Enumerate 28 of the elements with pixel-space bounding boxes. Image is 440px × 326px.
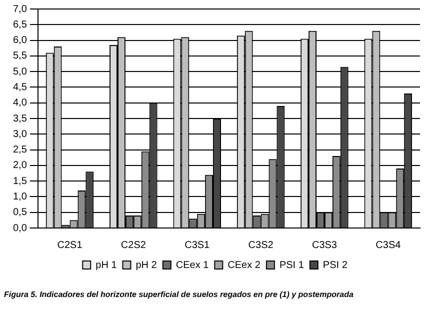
y-tick-label: 0,0 bbox=[12, 222, 28, 234]
y-tick-label: 5,0 bbox=[12, 66, 28, 78]
legend-label: PSI 2 bbox=[322, 260, 348, 271]
y-tick-label: 3,0 bbox=[12, 128, 28, 140]
y-tick-label: 0,5 bbox=[12, 207, 28, 218]
x-tick-label: C2S1 bbox=[57, 240, 83, 251]
y-tick-label: 7,0 bbox=[12, 4, 28, 15]
legend-label: pH 2 bbox=[136, 260, 158, 271]
x-tick-label: C3S2 bbox=[248, 240, 274, 251]
text: Figura 5. Indicadores del horizonte superficial de suelos regados en pre (1) y postemporada bbox=[4, 290, 354, 299]
y-tick-label: 2,0 bbox=[12, 160, 28, 172]
x-tick-label: C3S4 bbox=[376, 240, 402, 251]
x-tick-label: C3S3 bbox=[312, 240, 338, 251]
legend-label: CEex 2 bbox=[228, 260, 261, 271]
y-tick-label: 3,5 bbox=[12, 113, 28, 124]
x-tick-label: C3S1 bbox=[184, 240, 210, 251]
legend-label: CEex 1 bbox=[176, 260, 210, 271]
legend-label: PSI 1 bbox=[279, 260, 304, 271]
y-tick-label: 4,5 bbox=[12, 82, 28, 93]
y-tick-label: 6,5 bbox=[12, 19, 28, 30]
y-tick-label: 6,0 bbox=[12, 35, 28, 46]
y-tick-label: 2,5 bbox=[12, 144, 28, 156]
y-tick-label: 1,0 bbox=[12, 191, 28, 202]
y-tick-label: 4,0 bbox=[12, 98, 28, 109]
y-tick-label: 1,5 bbox=[12, 176, 28, 187]
x-tick-label: C2S2 bbox=[120, 240, 146, 251]
legend-label: pH 1 bbox=[96, 260, 118, 271]
y-tick-label: 5,5 bbox=[12, 50, 28, 62]
